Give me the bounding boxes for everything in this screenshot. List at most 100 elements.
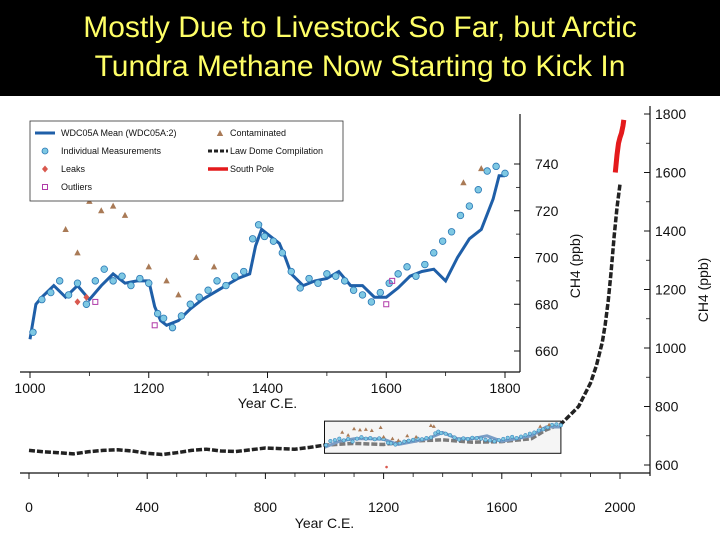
main-measurement-point [465, 436, 470, 442]
main-measurement-point [393, 442, 398, 447]
measurement-point [91, 277, 100, 285]
main-measurement-point [492, 439, 497, 444]
inset-x-tick-label: 1200 [133, 380, 164, 396]
main-measurement-point [341, 438, 346, 443]
legend-entry-label: WDC05A Mean (WDC05A:2) [61, 128, 177, 138]
main-y-tick-label: 1600 [655, 165, 686, 181]
measurement-point [195, 293, 203, 301]
measurement-point [240, 267, 248, 276]
measurement-point [394, 270, 402, 278]
main-x-tick-label: 1600 [486, 499, 517, 515]
measurement-point [447, 228, 456, 236]
legend-measurement-swatch [41, 147, 49, 155]
measurement-point [278, 249, 287, 257]
main-y-tick-label: 1400 [655, 223, 686, 239]
main-contaminated-point [431, 424, 436, 428]
measurement-point [438, 237, 447, 245]
main-measurement-point [558, 423, 563, 428]
outlier-point [151, 322, 158, 329]
legend-box [29, 120, 344, 202]
contaminated-point [460, 179, 467, 186]
main-measurement-point [536, 428, 541, 433]
measurement-point [29, 328, 37, 336]
measurement-point [55, 277, 64, 285]
measurement-point [47, 288, 55, 297]
main-measurement-point [323, 443, 329, 448]
main-measurement-point [523, 433, 528, 438]
inset-x-tick-label: 1600 [371, 380, 402, 396]
measurement-point [483, 167, 491, 175]
main-measurement-point [433, 431, 438, 436]
main-measurement-point [443, 431, 448, 436]
main-measurement-point [474, 436, 479, 441]
measurement-point [287, 267, 295, 276]
measurement-point [492, 162, 500, 171]
contaminated-point [193, 254, 200, 260]
measurement-point [376, 288, 385, 297]
main-measurement-point [496, 438, 501, 443]
main-measurement-point [487, 438, 493, 443]
legend-entry-label: Leaks [61, 164, 86, 174]
contaminated-point [98, 207, 105, 214]
measurement-point [100, 265, 108, 273]
main-contaminated-point [340, 430, 345, 434]
main-measurement-point [368, 436, 373, 441]
main-measurement-point [388, 441, 394, 446]
main-contaminated-point [381, 434, 386, 439]
measurement-point [73, 279, 82, 287]
main-y-tick-label: 1000 [655, 340, 686, 356]
slide-title: Mostly Due to Livestock So Far, but Arct… [83, 11, 637, 83]
measurement-point [168, 323, 177, 332]
measurement-point [186, 300, 195, 308]
measurement-point [305, 274, 313, 283]
main-y-tick-label: 600 [655, 457, 679, 473]
main-measurement-point [470, 435, 475, 440]
measurement-point [456, 211, 465, 220]
main-measurement-point [456, 437, 462, 442]
measurement-point [254, 221, 263, 229]
main-measurement-point [402, 439, 407, 444]
measurement-point [465, 202, 474, 210]
measurement-point [403, 263, 411, 271]
measurement-point [421, 260, 429, 269]
contaminated-point [145, 263, 152, 270]
main-measurement-point [483, 437, 488, 442]
main-y-tick-label: 800 [655, 399, 679, 415]
main-measurement-point [406, 438, 411, 443]
contaminated-point [62, 225, 69, 232]
measurement-point [367, 298, 376, 306]
main-contaminated-point [352, 426, 357, 431]
inset-y-tick-label: 660 [535, 343, 559, 359]
measurement-point [159, 314, 168, 322]
main-contaminated-point [369, 428, 374, 432]
main-y-axis-label: CH4 (ppb) [695, 258, 711, 323]
measurement-point [358, 291, 367, 299]
south-pole-line [612, 119, 627, 173]
main-measurement-point [428, 435, 433, 440]
main-measurement-point [354, 436, 360, 441]
main-contaminated-point [405, 433, 410, 438]
measurement-point [260, 232, 269, 241]
main-measurement-point [377, 436, 382, 441]
wdc-mean-line-inset [28, 174, 505, 340]
main-contaminated-point [390, 436, 395, 441]
main-measurement-point [461, 436, 466, 441]
inset-y-tick-label: 720 [535, 203, 559, 219]
legend-entry-label: Contaminated [230, 128, 286, 138]
main-measurement-point [514, 436, 519, 441]
inset-x-axis-label: Year C.E. [238, 395, 297, 411]
measurement-point [231, 272, 239, 280]
measurement-point [340, 277, 349, 285]
main-contaminated-point [414, 434, 419, 439]
measurement-point [38, 295, 46, 304]
main-x-tick-label: 1200 [368, 499, 399, 515]
main-measurement-point [359, 435, 364, 440]
main-x-tick-label: 400 [136, 499, 160, 515]
measurement-point [64, 291, 73, 299]
contaminated-point [478, 165, 485, 172]
main-contaminated-point [363, 427, 368, 431]
main-measurement-point [549, 422, 555, 427]
legend-entry-label: Law Dome Compilation [230, 146, 323, 156]
main-measurement-point [363, 436, 368, 441]
main-measurement-point [527, 431, 532, 436]
